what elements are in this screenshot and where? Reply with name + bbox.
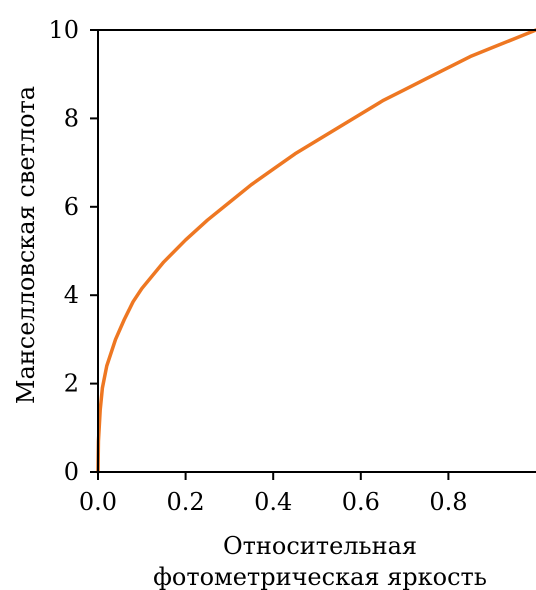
x-tick-label: 0.4 xyxy=(254,488,292,516)
y-tick-label: 0 xyxy=(64,458,79,486)
series-line-1 xyxy=(96,28,536,474)
y-tick-label: 6 xyxy=(64,193,79,221)
y-tick-label: 2 xyxy=(64,370,79,398)
y-tick-label: 10 xyxy=(48,16,79,44)
y-tick-label: 8 xyxy=(64,104,79,132)
x-tick-label: 0.6 xyxy=(342,488,380,516)
y-axis-title: Манселловская светлота xyxy=(12,86,40,404)
x-tick-label: 0.2 xyxy=(167,488,205,516)
ticks: 0.0 0.2 0.4 0.6 0.8 0 2 4 6 8 10 xyxy=(48,16,467,516)
y-tick-label: 4 xyxy=(64,281,79,309)
x-tick-label: 0.8 xyxy=(429,488,467,516)
plot-area xyxy=(96,28,536,474)
x-tick-label: 0.0 xyxy=(79,488,117,516)
axes xyxy=(97,29,536,473)
x-axis-title-line-2: фотометрическая яркость xyxy=(153,563,487,590)
x-axis-title-line-1: Относительная xyxy=(223,532,417,560)
